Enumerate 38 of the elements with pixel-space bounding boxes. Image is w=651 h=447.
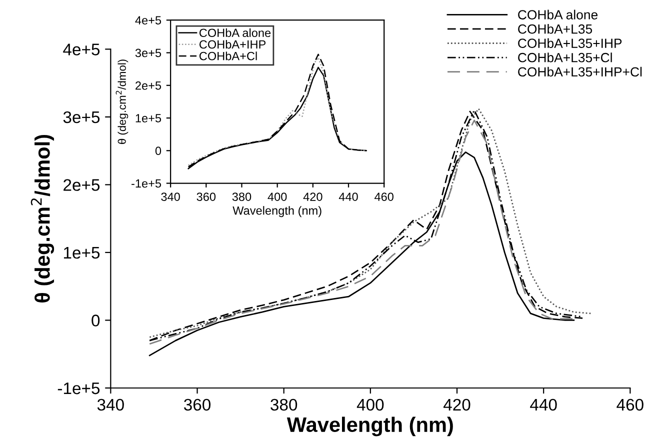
y-axis-title: θ (deg.cm$^{2}$/dmol) bbox=[30, 134, 54, 302]
x-tick-label: 340 bbox=[161, 192, 180, 201]
legend-label: COHbA+L35 bbox=[518, 24, 592, 34]
x-tick-label: 440 bbox=[530, 398, 557, 411]
y-tick-label: 1e+5 bbox=[64, 247, 100, 259]
legend-label: COHbA+L35+IHP+Cl bbox=[518, 66, 642, 77]
legend-label: COHbA+L35+Cl bbox=[518, 52, 612, 62]
y-tick-label: -1e+5 bbox=[132, 179, 162, 188]
x-tick-label: 420 bbox=[303, 192, 322, 201]
y-tick-label: 0 bbox=[92, 314, 100, 326]
legend-label: COHbA+L35+IHP bbox=[518, 38, 622, 48]
y-tick-label: 2e+5 bbox=[64, 179, 100, 191]
x-tick-label: 400 bbox=[356, 398, 384, 411]
x-tick-label: 400 bbox=[268, 192, 287, 201]
y-tick-label: 1e+5 bbox=[136, 114, 162, 122]
x-tick-label: 340 bbox=[97, 398, 124, 411]
legend-label: COHbA+IHP bbox=[199, 40, 266, 49]
x-tick-label: 380 bbox=[232, 192, 252, 201]
y-tick-label: 0 bbox=[155, 146, 162, 156]
y-tick-label: 3e+5 bbox=[63, 111, 100, 124]
legend-label: COHbA alone bbox=[518, 10, 598, 20]
x-tick-label: 460 bbox=[616, 398, 644, 411]
y-axis-title: θ (deg.cm$^{2}$/dmol) bbox=[116, 60, 128, 144]
y-tick-label: 4e+5 bbox=[63, 44, 100, 56]
y-tick-label: 4e+5 bbox=[135, 16, 162, 25]
y-tick-label: 2e+5 bbox=[136, 81, 162, 90]
legend-label: COHbA alone bbox=[199, 28, 271, 38]
x-axis-title: Wavelength (nm) bbox=[232, 206, 322, 218]
x-tick-label: 420 bbox=[443, 398, 470, 411]
x-tick-label: 460 bbox=[374, 192, 394, 201]
y-tick-label: -1e+5 bbox=[58, 382, 100, 394]
x-tick-label: 360 bbox=[184, 398, 211, 411]
y-tick-label: 3e+5 bbox=[135, 48, 162, 58]
x-tick-label: 380 bbox=[270, 398, 298, 411]
legend-label: COHbA+Cl bbox=[199, 52, 257, 60]
x-tick-label: 440 bbox=[338, 192, 358, 201]
x-tick-label: 360 bbox=[196, 192, 216, 201]
x-axis-title: Wavelength (nm) bbox=[286, 416, 453, 436]
